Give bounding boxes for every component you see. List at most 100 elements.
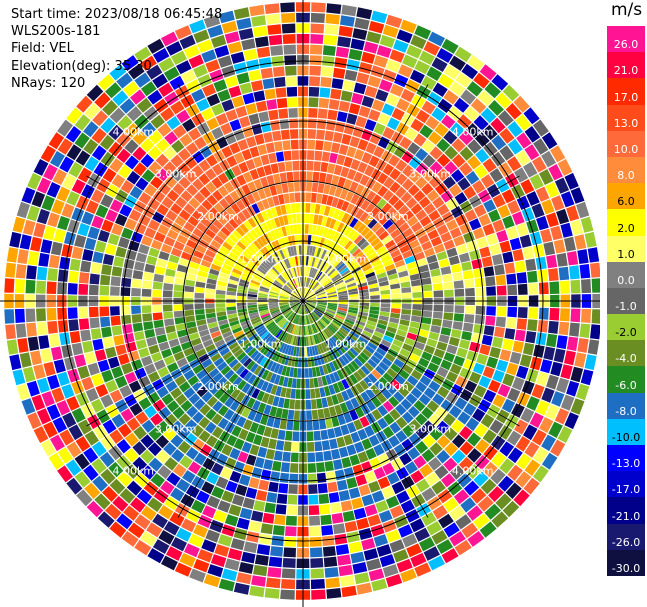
gate-cell (152, 190, 166, 203)
gate-cell (310, 34, 324, 44)
gate-cell (146, 64, 163, 80)
gate-cell (421, 277, 432, 285)
gate-cell (273, 450, 283, 461)
gate-cell (548, 320, 559, 334)
gate-cell (386, 268, 397, 276)
gate-cell (299, 315, 302, 325)
gate-cell (327, 109, 338, 121)
gate-cell (268, 303, 279, 306)
gate-cell (154, 359, 166, 371)
gate-cell (494, 264, 505, 276)
gate-cell (527, 319, 538, 332)
gate-cell (319, 237, 325, 248)
gate-cell (531, 203, 545, 218)
gate-cell (448, 255, 460, 266)
gate-cell (313, 257, 318, 268)
gate-cell (333, 523, 346, 535)
gate-cell (438, 258, 450, 268)
gate-cell (158, 505, 174, 520)
gate-cell (261, 210, 269, 221)
gate-cell (292, 291, 301, 299)
gate-cell (317, 295, 327, 299)
gate-cell (423, 203, 436, 215)
colorbar-swatch: -26.0 (607, 523, 645, 550)
gate-cell (311, 192, 317, 203)
gate-cell (303, 326, 306, 336)
azimuth-line (302, 84, 429, 302)
gate-cell (443, 89, 459, 105)
gate-cell (316, 193, 323, 204)
gate-cell (513, 489, 530, 507)
gate-cell (398, 369, 410, 380)
gate-cell (507, 284, 518, 296)
gate-cell (312, 269, 318, 279)
gate-cell (407, 184, 420, 197)
gate-cell (327, 351, 335, 361)
gate-cell (118, 164, 132, 179)
gate-cell (260, 436, 270, 448)
gate-cell (548, 421, 563, 438)
gate-cell (255, 100, 268, 112)
gate-cell (354, 322, 365, 330)
gate-cell (348, 293, 359, 298)
gate-cell (315, 289, 325, 295)
gate-cell (109, 478, 126, 495)
gate-cell (338, 235, 347, 246)
gate-cell (187, 326, 198, 335)
gate-cell (281, 343, 288, 354)
gate-cell (271, 351, 279, 361)
gate-cell (395, 430, 408, 443)
gate-cell (138, 347, 150, 359)
gate-cell (313, 214, 319, 225)
gate-cell (304, 288, 309, 298)
gate-cell (296, 378, 301, 389)
gate-cell (290, 257, 295, 267)
gate-cell (283, 309, 292, 316)
gate-cell (327, 291, 337, 296)
gate-cell (147, 38, 165, 54)
gate-cell (217, 89, 231, 102)
gate-cell (355, 184, 365, 196)
gate-cell (267, 567, 282, 578)
gate-cell (334, 279, 344, 286)
gate-cell (429, 161, 443, 175)
gate-cell (377, 185, 389, 197)
gate-cell (348, 309, 358, 314)
gate-cell (154, 266, 166, 275)
gate-cell (299, 304, 303, 314)
gate-cell (224, 31, 240, 44)
gate-cell (257, 250, 266, 260)
gate-cell (365, 345, 375, 354)
gate-cell (353, 234, 363, 245)
gate-cell (327, 428, 336, 439)
gate-cell (313, 161, 321, 172)
gate-cell (393, 199, 405, 211)
gate-cell (236, 572, 252, 585)
gate-cell (526, 191, 540, 206)
gate-cell (48, 452, 65, 470)
gate-cell (295, 267, 299, 277)
gate-cell (431, 57, 448, 72)
gate-cell (364, 119, 377, 132)
gate-cell (50, 434, 65, 452)
gate-cell (329, 337, 337, 347)
gate-cell (275, 263, 283, 273)
gate-cell (327, 268, 336, 277)
gate-cell (164, 457, 178, 471)
gate-cell (431, 318, 442, 327)
gate-cell (15, 264, 27, 279)
gate-cell (194, 136, 207, 150)
gate-cell (401, 292, 412, 299)
gate-cell (516, 222, 529, 237)
gate-cell (526, 396, 540, 411)
gate-cell (436, 341, 448, 351)
gate-cell (533, 447, 549, 464)
gate-cell (409, 69, 425, 84)
gate-cell (409, 321, 420, 329)
gate-cell (195, 314, 206, 321)
gate-cell (187, 215, 199, 227)
colorbar-tick-label: -21.0 (611, 509, 641, 523)
gate-cell (471, 258, 483, 270)
gate-cell (236, 351, 247, 361)
gate-cell (422, 284, 433, 292)
